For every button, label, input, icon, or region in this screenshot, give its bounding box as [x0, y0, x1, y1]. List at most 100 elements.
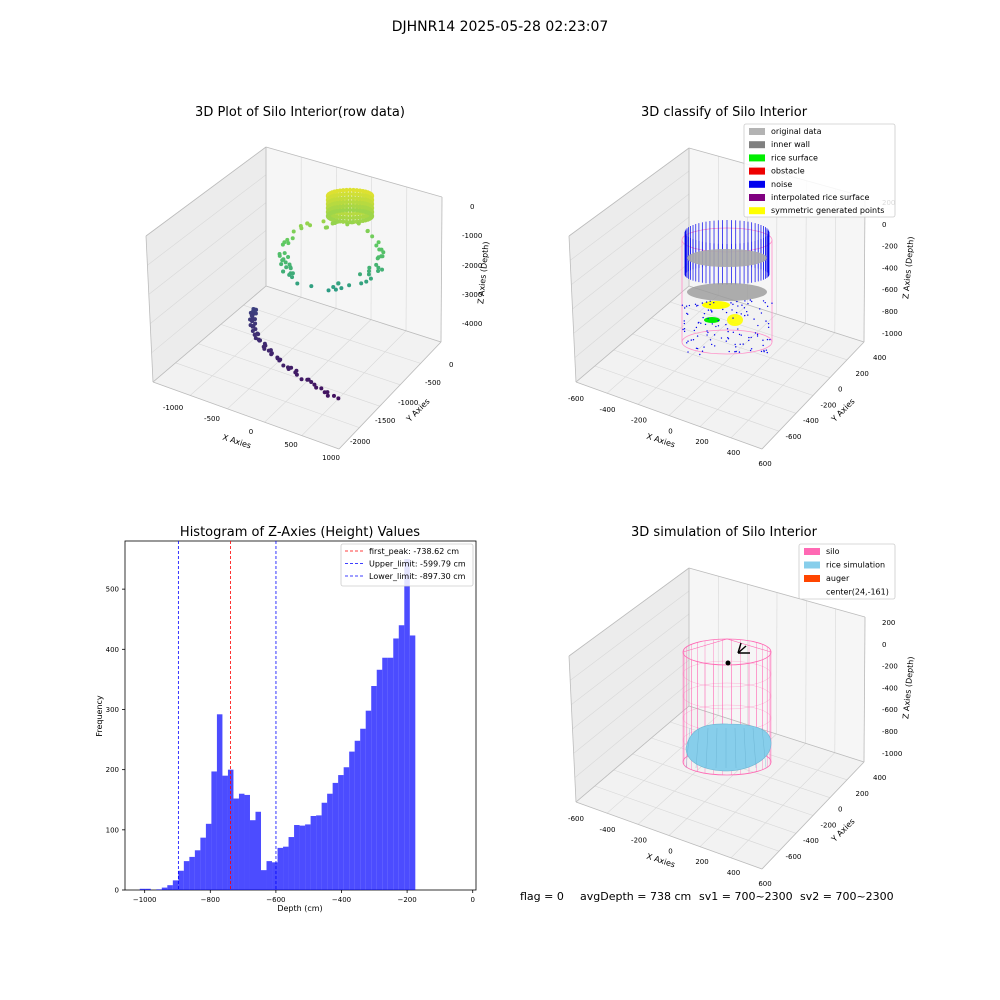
classify-noise-point	[750, 348, 753, 350]
histogram-bar	[283, 846, 289, 890]
histogram-x-tick: 0	[470, 896, 474, 904]
classify-noise-point	[735, 350, 737, 353]
histogram-bar	[310, 815, 317, 890]
classify-noise-point	[696, 347, 699, 350]
raw-point	[262, 346, 267, 351]
histogram-y-tick: 400	[106, 646, 119, 654]
classify-noise-point	[760, 312, 763, 314]
raw-y-ticks: 0 -500 -1000 -1500 -2000	[350, 361, 453, 446]
raw-point	[370, 234, 375, 239]
raw-point	[341, 211, 346, 216]
classify-noise-point	[699, 353, 701, 356]
raw-point	[379, 247, 384, 252]
classify-legend-entry-label: noise	[771, 180, 792, 189]
raw-point	[256, 332, 261, 337]
histogram-bar	[327, 793, 333, 890]
footer-status: flag = 0 avgDepth = 738 cm sv1 = 700~230…	[520, 890, 894, 903]
raw-point	[288, 266, 293, 271]
raw-point	[277, 358, 282, 363]
simulation-y-tick: -200	[821, 821, 837, 829]
histogram-y-tick: 0	[115, 887, 119, 895]
raw-point	[288, 271, 293, 276]
raw-point	[344, 191, 349, 197]
raw-point	[250, 324, 255, 329]
histogram-y-tick: 300	[106, 706, 119, 714]
raw-point	[347, 283, 352, 288]
raw-point	[347, 207, 353, 213]
raw-point	[351, 187, 356, 193]
raw-point	[341, 219, 346, 224]
simulation-z-ticks: 200 0 -200 -400 -600 -800 -1000	[882, 619, 902, 758]
raw-point	[337, 196, 343, 201]
raw-point	[295, 281, 300, 286]
raw-point	[354, 211, 359, 216]
classify-z-tick: -800	[882, 308, 898, 316]
simulation-y-tick: -600	[786, 853, 802, 861]
histogram-bar	[305, 824, 311, 890]
classify-noise-point	[737, 305, 739, 307]
raw-point	[367, 269, 372, 274]
histogram-bar	[382, 657, 388, 890]
raw-point	[341, 208, 346, 213]
classify-noise-point	[709, 339, 712, 341]
raw-point	[309, 380, 314, 385]
simulation-y-tick: 400	[873, 774, 886, 782]
raw-point	[252, 317, 257, 322]
histogram-bar	[343, 767, 350, 890]
footer-sv1: sv1 = 700~2300	[699, 890, 793, 903]
classify-noise-point	[705, 301, 708, 303]
raw-point	[286, 255, 291, 260]
raw-point	[254, 307, 259, 312]
raw-point	[331, 393, 336, 398]
raw-point	[325, 393, 330, 398]
raw-point	[376, 269, 381, 274]
classify-legend-entry-label: original data	[771, 127, 822, 136]
simulation-legend-entry-label: center(24,-161)	[826, 588, 889, 597]
histogram-x-ticks: −1000 −800 −600 −400 −200 0	[133, 890, 475, 904]
simulation-legend-entry-label: rice simulation	[826, 561, 885, 570]
classify-noise-point	[702, 316, 704, 319]
classify-noise-point	[730, 302, 732, 304]
raw-point	[337, 208, 343, 213]
classify-noise-point	[695, 326, 698, 329]
classify-noise-point	[760, 350, 763, 353]
raw-point	[351, 191, 356, 197]
classify-noise-point	[736, 300, 738, 303]
classify-noise-point	[727, 330, 729, 333]
raw-point	[249, 313, 254, 318]
raw-point	[282, 251, 287, 256]
histogram-bar	[376, 669, 383, 890]
histogram-bar	[272, 862, 278, 890]
raw-point	[333, 221, 338, 226]
classify-x-tick: 200	[695, 438, 708, 446]
histogram-bar	[156, 889, 162, 890]
raw-point	[354, 196, 359, 201]
histogram-bar	[387, 657, 394, 890]
classify-noise-point	[769, 338, 771, 341]
raw-point	[291, 229, 296, 234]
panel-classify-title: 3D classify of Silo Interior	[641, 105, 808, 120]
histogram-bar	[266, 861, 273, 890]
raw-point	[294, 372, 299, 377]
classify-noise-point	[750, 336, 752, 339]
raw-x-tick: 0	[249, 428, 253, 436]
raw-point	[337, 204, 343, 209]
histogram-bar	[316, 815, 322, 890]
simulation-z-tick: -800	[882, 728, 898, 736]
raw-z-tick: -3000	[462, 291, 482, 299]
simulation-z-label: Z Axies (Depth)	[901, 656, 915, 719]
simulation-x-tick: -400	[600, 826, 616, 834]
classify-noise-point	[725, 311, 728, 314]
histogram-bar	[321, 802, 328, 890]
classify-noise-point	[722, 308, 724, 311]
classify-noise-point	[713, 301, 715, 304]
classify-noise-point	[739, 343, 741, 345]
center-marker	[725, 660, 731, 666]
classify-noise-point	[747, 314, 749, 316]
classify-z-tick: -400	[882, 264, 898, 272]
classify-noise-point	[711, 310, 713, 312]
raw-point	[344, 199, 349, 205]
classify-noise-point	[763, 350, 765, 353]
rice-simulation-surface	[685, 723, 772, 772]
raw-point	[279, 262, 284, 267]
